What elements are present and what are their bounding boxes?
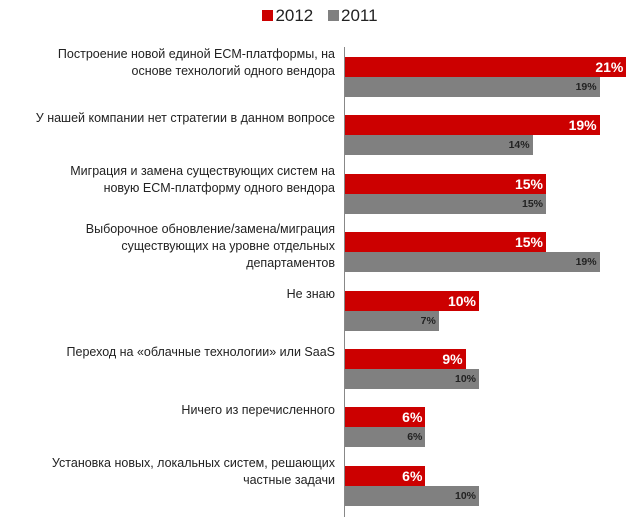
legend-label: 2012 [275, 6, 314, 25]
legend-label: 2011 [341, 6, 378, 25]
category-label: Построение новой единой ECM-платформы, н… [57, 47, 335, 78]
category-label: Ничего из перечисленного [181, 403, 335, 418]
bar-2012: 9% [345, 349, 466, 369]
data-label: 19% [575, 256, 597, 269]
data-label: 19% [575, 81, 597, 93]
data-label: 21% [595, 59, 624, 75]
data-label: 10% [454, 489, 476, 502]
legend-swatch-2011 [328, 10, 339, 21]
data-label: 10% [454, 373, 476, 385]
bar-2011: 19% [345, 252, 600, 273]
bar-2012: 21% [345, 57, 627, 77]
data-label: 19% [568, 117, 597, 134]
data-label: 15% [521, 197, 543, 210]
category-label: Переход на «облачные технологии» или Saa… [66, 345, 335, 359]
data-label: 9% [442, 351, 463, 367]
legend-swatch-2012 [262, 10, 274, 21]
bar-2011: 10% [345, 369, 479, 389]
bar-2011: 6% [345, 427, 426, 448]
data-label: 15% [514, 234, 543, 251]
category-axis [344, 47, 345, 517]
data-label: 6% [407, 431, 423, 444]
bar-2011: 14% [345, 135, 533, 156]
bar-2011: 19% [345, 77, 600, 97]
legend: 2012 2011 [0, 6, 640, 26]
bar-2012: 6% [345, 465, 426, 486]
bar-2012: 15% [345, 173, 546, 194]
legend-item-2012: 2012 [262, 6, 313, 26]
data-label: 6% [402, 467, 423, 484]
data-label: 6% [402, 409, 423, 426]
data-label: 7% [420, 314, 436, 327]
category-label: Миграция и замена существующих систем на… [70, 163, 335, 195]
category-label: Выборочное обновление/замена/миграция су… [85, 222, 335, 271]
data-label: 14% [508, 139, 530, 152]
category-label: Установка новых, локальных систем, решаю… [51, 455, 335, 487]
bar-2012: 10% [345, 290, 479, 311]
bar-2011: 10% [345, 485, 479, 506]
bar-2012: 6% [345, 407, 426, 428]
bar-2012: 15% [345, 232, 546, 253]
bar-2012: 19% [345, 115, 600, 136]
legend-item-2011: 2011 [328, 6, 378, 26]
category-label: У нашей компании нет стратегии в данном … [35, 111, 335, 126]
data-label: 15% [514, 175, 543, 192]
bar-2011: 7% [345, 310, 439, 331]
data-label: 10% [447, 292, 476, 309]
category-label: Не знаю [286, 286, 335, 301]
bar-2011: 15% [345, 193, 546, 214]
